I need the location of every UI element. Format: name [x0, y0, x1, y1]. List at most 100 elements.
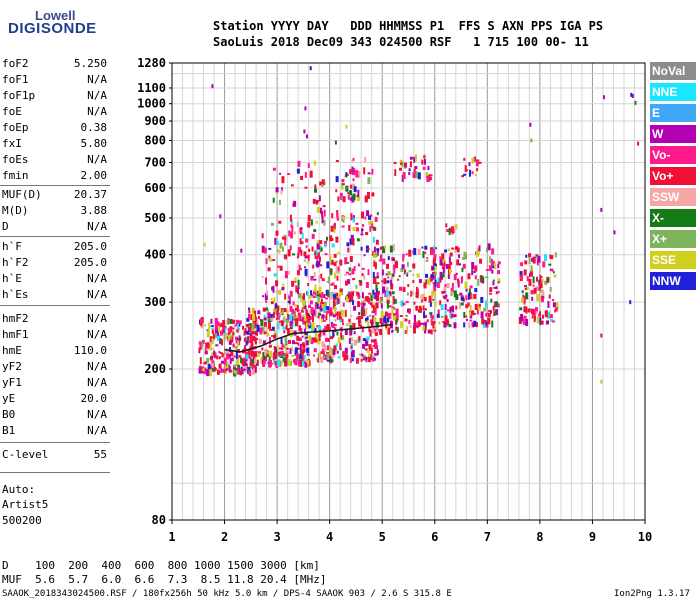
echo-point [234, 368, 238, 371]
echo-point [239, 370, 242, 375]
echo-point [305, 238, 309, 243]
echo-point [600, 379, 603, 384]
echo-point [246, 337, 249, 345]
param-key: foEp [2, 121, 29, 134]
echo-point [350, 345, 353, 349]
echo-point [428, 295, 432, 303]
echo-point [229, 357, 232, 364]
echo-point [451, 247, 455, 250]
echo-point [391, 257, 395, 262]
echo-point [346, 242, 350, 247]
echo-point [259, 327, 263, 335]
echo-point [198, 367, 202, 374]
echo-point [553, 274, 557, 278]
echo-point [288, 230, 291, 237]
echo-point [491, 248, 495, 255]
echo-point [268, 247, 272, 250]
echo-point [478, 303, 481, 307]
echo-point [267, 267, 271, 272]
echo-point [318, 286, 322, 294]
echo-point [446, 229, 450, 233]
echo-point [352, 299, 355, 305]
echo-point [372, 271, 375, 278]
echo-point [300, 328, 303, 335]
echo-point [549, 254, 552, 259]
echo-point [304, 106, 307, 111]
echo-point [454, 250, 457, 253]
echo-point [406, 261, 409, 267]
echo-point [376, 272, 379, 278]
echo-point [362, 309, 366, 317]
echo-point [264, 349, 268, 357]
param-fmin: fmin 2.00 [2, 169, 107, 185]
echo-point [475, 322, 478, 328]
echo-point [236, 327, 240, 330]
echo-point [432, 282, 435, 285]
echo-point [321, 210, 324, 217]
echo-point [275, 179, 278, 184]
echo-point [301, 354, 304, 361]
echo-point [426, 176, 430, 183]
echo-point [246, 324, 250, 328]
echo-point [351, 337, 354, 342]
echo-point [336, 297, 340, 304]
echo-point [425, 173, 429, 176]
echo-point [532, 308, 536, 316]
echo-point [415, 291, 419, 298]
param-yf2: yF2 N/A [2, 360, 107, 376]
echo-point [337, 196, 340, 202]
echo-point [247, 327, 251, 333]
echo-point [408, 320, 411, 325]
echo-point [314, 332, 318, 340]
echo-point [281, 236, 285, 240]
echo-point [281, 343, 284, 351]
echo-point [474, 265, 478, 272]
echo-point [312, 264, 315, 269]
echo-point [422, 293, 426, 301]
echo-point [287, 294, 291, 299]
echo-point [491, 269, 494, 274]
echo-point [297, 342, 300, 346]
echo-point [492, 260, 495, 264]
echo-point [284, 235, 287, 241]
echo-point [348, 224, 351, 231]
echo-point [320, 357, 324, 364]
echo-point [319, 181, 323, 186]
param-hmf2: hmF2 N/A [2, 312, 107, 328]
echo-point [260, 319, 264, 327]
echo-point [320, 264, 323, 267]
echo-point [214, 352, 217, 359]
echo-point [240, 357, 243, 364]
echo-point [600, 207, 603, 212]
echo-point [345, 172, 348, 178]
x-tick-label: 1 [168, 530, 175, 544]
echo-point [373, 339, 377, 343]
echo-point [546, 320, 549, 324]
echo-point [396, 326, 399, 333]
echo-point [317, 306, 321, 309]
echo-point [348, 318, 351, 322]
echo-point [370, 347, 373, 354]
echo-point [207, 363, 211, 371]
echo-point [384, 311, 388, 317]
echo-point [303, 259, 306, 262]
echo-point [236, 329, 240, 333]
echo-point [398, 286, 402, 291]
param-key: foE [2, 105, 22, 118]
echo-point [265, 355, 268, 361]
distance-row: D 100 200 400 600 800 1000 1500 3000 [km… [2, 559, 320, 572]
echo-point [356, 238, 360, 242]
echo-point [353, 331, 356, 335]
echo-point [319, 256, 322, 262]
echo-point [404, 330, 407, 335]
echo-point [361, 228, 364, 231]
echo-point [279, 347, 283, 350]
echo-point [289, 305, 293, 312]
echo-point [357, 189, 360, 197]
y-tick-label: 1000 [137, 97, 166, 111]
param-key: hmF1 [2, 328, 29, 341]
echo-point [313, 278, 317, 281]
echo-point [310, 294, 314, 297]
echo-point [268, 255, 271, 260]
echo-point [336, 314, 339, 320]
